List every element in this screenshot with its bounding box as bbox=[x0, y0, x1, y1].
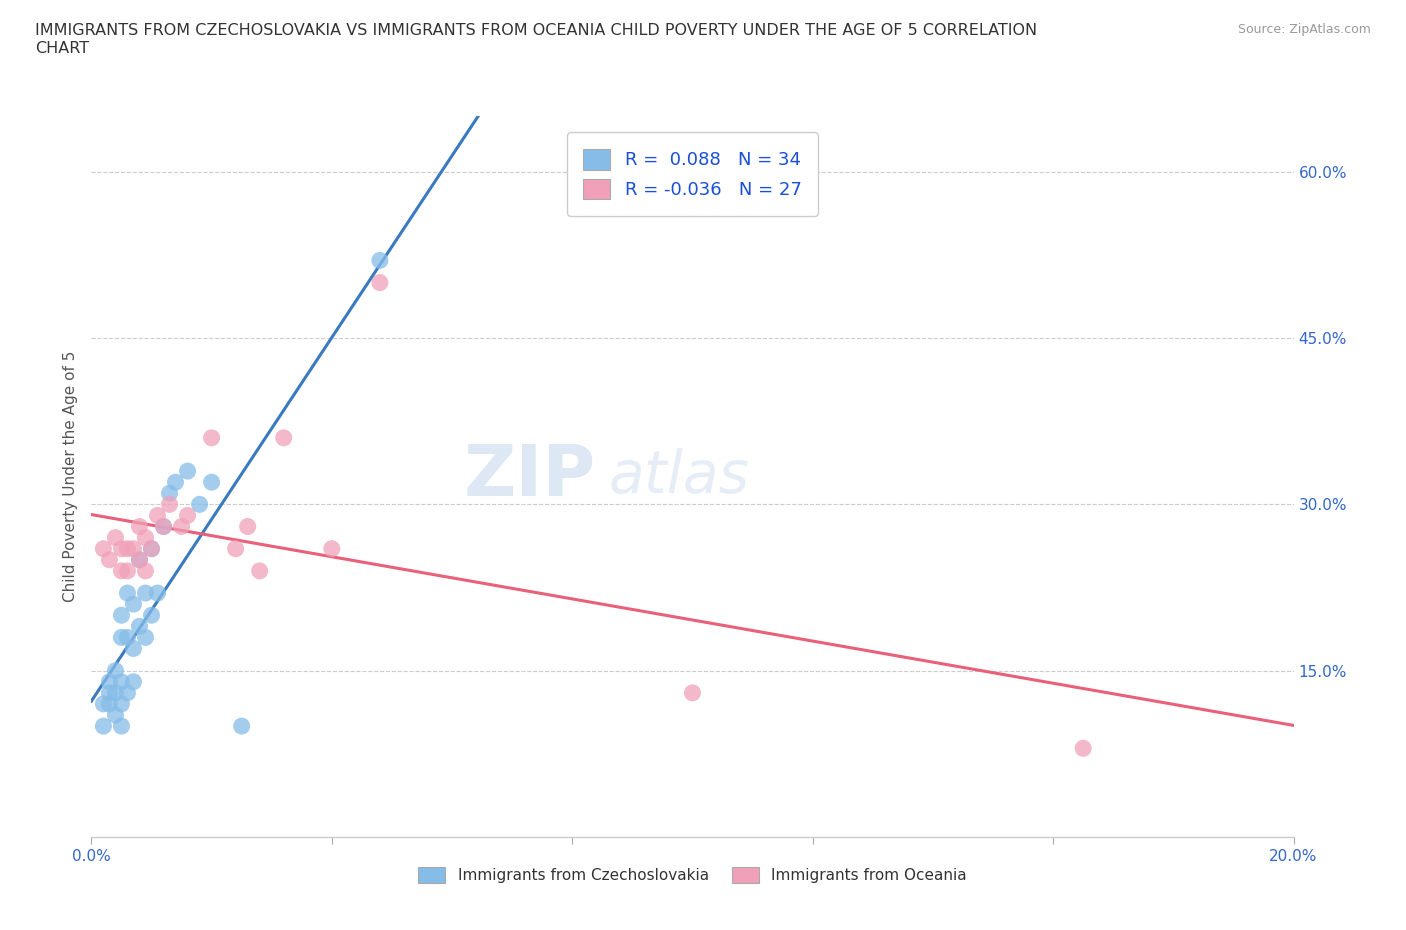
Point bbox=[117, 630, 139, 644]
Point bbox=[122, 674, 145, 689]
Point bbox=[134, 530, 156, 545]
Point bbox=[110, 608, 132, 623]
Point bbox=[128, 519, 150, 534]
Point bbox=[98, 552, 121, 567]
Text: ZIP: ZIP bbox=[464, 442, 596, 512]
Point bbox=[110, 564, 132, 578]
Point bbox=[321, 541, 343, 556]
Point bbox=[98, 685, 121, 700]
Point bbox=[146, 586, 169, 601]
Point bbox=[170, 519, 193, 534]
Point bbox=[231, 719, 253, 734]
Point bbox=[152, 519, 174, 534]
Text: atlas: atlas bbox=[609, 448, 749, 505]
Point bbox=[117, 685, 139, 700]
Point bbox=[122, 597, 145, 612]
Point bbox=[110, 541, 132, 556]
Point bbox=[128, 552, 150, 567]
Point bbox=[134, 586, 156, 601]
Point bbox=[110, 674, 132, 689]
Point bbox=[201, 474, 224, 489]
Point bbox=[128, 552, 150, 567]
Legend: Immigrants from Czechoslovakia, Immigrants from Oceania: Immigrants from Czechoslovakia, Immigran… bbox=[411, 859, 974, 891]
Text: Source: ZipAtlas.com: Source: ZipAtlas.com bbox=[1237, 23, 1371, 36]
Point bbox=[176, 464, 198, 479]
Point bbox=[368, 275, 391, 290]
Point bbox=[93, 541, 115, 556]
Point bbox=[117, 564, 139, 578]
Point bbox=[146, 508, 169, 523]
Point bbox=[110, 719, 132, 734]
Point bbox=[110, 630, 132, 644]
Point bbox=[104, 708, 127, 723]
Point bbox=[165, 474, 187, 489]
Point bbox=[188, 497, 211, 512]
Point bbox=[93, 697, 115, 711]
Point bbox=[1071, 741, 1094, 756]
Point bbox=[176, 508, 198, 523]
Point bbox=[152, 519, 174, 534]
Point bbox=[249, 564, 271, 578]
Point bbox=[117, 541, 139, 556]
Point bbox=[98, 674, 121, 689]
Point bbox=[159, 497, 181, 512]
Point bbox=[141, 541, 163, 556]
Point bbox=[93, 719, 115, 734]
Point bbox=[141, 608, 163, 623]
Point bbox=[128, 618, 150, 633]
Point bbox=[236, 519, 259, 534]
Text: IMMIGRANTS FROM CZECHOSLOVAKIA VS IMMIGRANTS FROM OCEANIA CHILD POVERTY UNDER TH: IMMIGRANTS FROM CZECHOSLOVAKIA VS IMMIGR… bbox=[35, 23, 1038, 56]
Point bbox=[110, 697, 132, 711]
Y-axis label: Child Poverty Under the Age of 5: Child Poverty Under the Age of 5 bbox=[62, 351, 77, 603]
Point bbox=[681, 685, 703, 700]
Point bbox=[134, 564, 156, 578]
Point bbox=[104, 685, 127, 700]
Point bbox=[273, 431, 295, 445]
Point bbox=[159, 485, 181, 500]
Point bbox=[104, 663, 127, 678]
Point bbox=[122, 541, 145, 556]
Point bbox=[134, 630, 156, 644]
Point bbox=[368, 253, 391, 268]
Point bbox=[117, 586, 139, 601]
Point bbox=[122, 641, 145, 656]
Point bbox=[104, 530, 127, 545]
Point bbox=[225, 541, 247, 556]
Point bbox=[141, 541, 163, 556]
Point bbox=[98, 697, 121, 711]
Point bbox=[201, 431, 224, 445]
